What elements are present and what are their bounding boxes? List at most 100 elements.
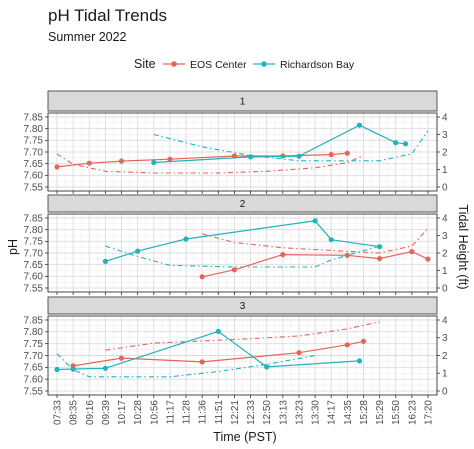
x-tick-label: 13:13 bbox=[278, 400, 289, 425]
x-axis-title: Time (PST) bbox=[213, 430, 276, 444]
y-tick-label: 7.55 bbox=[24, 283, 44, 294]
legend: Site EOS Center Richardson Bay bbox=[134, 57, 355, 71]
x-tick-label: 15:28 bbox=[359, 400, 370, 425]
ph-point-richardson-bay bbox=[102, 365, 108, 371]
facet-strip-label: 1 bbox=[240, 97, 246, 108]
legend-label-richardson: Richardson Bay bbox=[280, 59, 355, 71]
ph-point-richardson-bay bbox=[393, 140, 399, 146]
facet-panel-2: 2 7.557.607.657.707.757.807.85 0 1 2 3 4 bbox=[24, 194, 448, 295]
y-tick-label: 7.55 bbox=[24, 182, 44, 193]
y2-tick-label: 0 bbox=[442, 283, 448, 294]
ph-point-eos-center bbox=[118, 355, 125, 361]
y2-tick-label: 4 bbox=[442, 213, 448, 224]
y2-tick-label: 4 bbox=[442, 112, 448, 123]
x-tick-label: 11:17 bbox=[165, 400, 176, 425]
ph-point-richardson-bay bbox=[215, 328, 221, 334]
ph-point-eos-center bbox=[199, 359, 205, 365]
tide-line-richardson-bay bbox=[105, 245, 380, 268]
y-tick-label: 7.75 bbox=[24, 339, 44, 350]
y2-tick-label: 0 bbox=[442, 182, 448, 193]
x-tick-label: 10:17 bbox=[117, 400, 128, 425]
y-tick-label: 7.65 bbox=[24, 159, 44, 170]
y-tick-label: 7.65 bbox=[24, 260, 44, 271]
facet-strip-label: 2 bbox=[240, 199, 246, 210]
x-tick-label: 08:35 bbox=[69, 400, 80, 425]
ph-line-eos-center bbox=[73, 340, 364, 367]
y2-axis-title: Tidal Height (ft) bbox=[456, 205, 470, 290]
ph-point-eos-center bbox=[199, 274, 205, 280]
x-tick-label: 12:50 bbox=[262, 400, 273, 425]
y2-tick-label: 3 bbox=[442, 231, 448, 242]
chart-title: pH Tidal Trends bbox=[48, 6, 167, 25]
ph-point-eos-center bbox=[425, 256, 431, 262]
y2-tick-label: 3 bbox=[442, 130, 448, 141]
ph-point-eos-center bbox=[344, 150, 350, 156]
y-tick-label: 7.85 bbox=[24, 315, 44, 326]
y-tick-label: 7.75 bbox=[24, 136, 44, 147]
x-tick-label: 11:28 bbox=[182, 400, 193, 425]
y-tick-label: 7.65 bbox=[24, 363, 44, 374]
ph-point-eos-center bbox=[344, 252, 350, 258]
ph-point-richardson-bay bbox=[135, 248, 141, 254]
y2-tick-label: 1 bbox=[442, 266, 448, 277]
ph-point-richardson-bay bbox=[54, 366, 60, 373]
y-tick-label: 7.70 bbox=[24, 147, 44, 158]
y2-tick-label: 2 bbox=[442, 351, 448, 362]
tide-line-richardson-bay bbox=[153, 130, 429, 162]
x-tick-label: 10:28 bbox=[133, 400, 144, 425]
ph-point-richardson-bay bbox=[377, 244, 383, 250]
ph-point-richardson-bay bbox=[183, 236, 189, 242]
x-tick-label: 09:16 bbox=[85, 400, 96, 425]
ph-point-richardson-bay bbox=[264, 364, 270, 370]
ph-point-eos-center bbox=[54, 164, 60, 170]
legend-label-eos: EOS Center bbox=[190, 59, 247, 71]
facet-strip bbox=[47, 194, 438, 213]
panel-border bbox=[47, 112, 438, 192]
legend-item-richardson: Richardson Bay bbox=[253, 59, 355, 71]
facet-panel-3: 3 7.557.607.657.707.757.807.85 0 1 2 3 4 bbox=[24, 296, 448, 398]
ph-line-richardson-bay bbox=[105, 220, 380, 262]
y2-tick-label: 1 bbox=[442, 369, 448, 380]
y-tick-label: 7.85 bbox=[24, 213, 44, 224]
x-tick-label: 10:56 bbox=[149, 400, 160, 425]
ph-point-richardson-bay bbox=[356, 122, 363, 128]
ph-point-eos-center bbox=[328, 152, 334, 158]
ph-point-richardson-bay bbox=[296, 153, 302, 159]
ph-line-richardson-bay bbox=[56, 330, 360, 371]
y-tick-label: 7.60 bbox=[24, 171, 44, 182]
y-tick-label: 7.60 bbox=[24, 272, 44, 283]
x-tick-label: 14:35 bbox=[343, 400, 354, 425]
y-tick-label: 7.80 bbox=[24, 124, 44, 135]
y-tick-label: 7.80 bbox=[24, 327, 44, 338]
ph-point-eos-center bbox=[409, 249, 415, 255]
tide-line-richardson-bay bbox=[56, 353, 316, 378]
legend-title: Site bbox=[134, 57, 156, 71]
ph-point-eos-center bbox=[167, 156, 173, 162]
ph-point-eos-center bbox=[377, 256, 383, 262]
legend-key-point bbox=[171, 61, 177, 67]
x-tick-label: 11:36 bbox=[198, 400, 209, 425]
ph-point-eos-center bbox=[296, 350, 302, 356]
x-tick-label: 15:29 bbox=[375, 400, 386, 425]
y-tick-label: 7.55 bbox=[24, 386, 44, 397]
y2-tick-label: 2 bbox=[442, 248, 448, 259]
facet-panels: 17.557.607.657.707.757.807.850123427.557… bbox=[24, 90, 448, 425]
legend-item-eos: EOS Center bbox=[163, 59, 247, 71]
facet-panel-1: 1 7.557.607.657.707.757.807.85 0 1 2 3 4 bbox=[24, 90, 448, 194]
ph-point-richardson-bay bbox=[248, 154, 254, 160]
y2-tick-label: 1 bbox=[442, 165, 448, 176]
panel-border bbox=[47, 315, 438, 396]
y2-tick-label: 2 bbox=[442, 147, 448, 158]
tide-line-eos-center bbox=[105, 321, 380, 351]
y-tick-label: 7.70 bbox=[24, 248, 44, 259]
x-tick-label: 07:33 bbox=[53, 400, 64, 425]
facet-strip bbox=[47, 296, 438, 315]
ph-point-eos-center bbox=[280, 252, 286, 258]
tide-line-eos-center bbox=[202, 228, 429, 254]
x-tick-label: 13:30 bbox=[311, 400, 322, 425]
y-tick-label: 7.60 bbox=[24, 374, 44, 385]
ph-point-richardson-bay bbox=[356, 358, 363, 364]
x-tick-label: 16:23 bbox=[407, 400, 418, 425]
ph-point-richardson-bay bbox=[70, 366, 76, 372]
